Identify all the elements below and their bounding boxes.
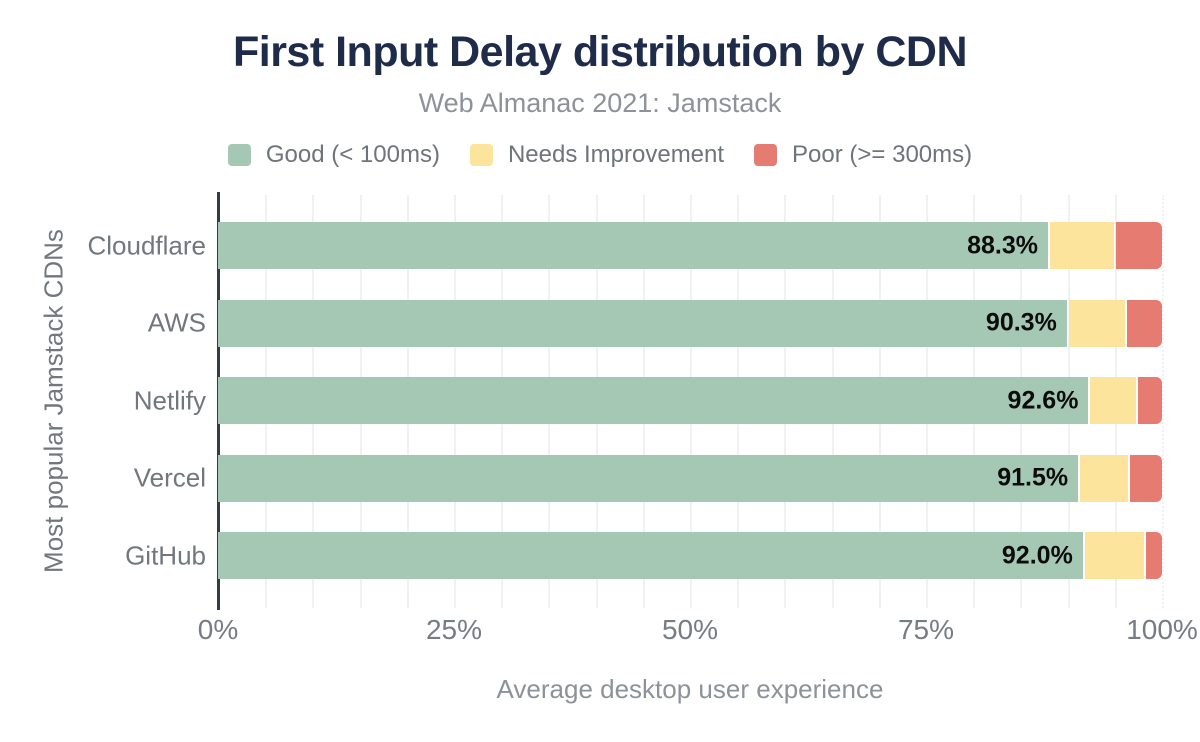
bar-segment (1127, 299, 1162, 347)
bar-value-label: 91.5% (997, 463, 1069, 492)
bar-segment: 91.5% (218, 454, 1079, 502)
category-label-netlify: Netlify (133, 385, 206, 415)
bar-row-netlify: 92.6% (218, 377, 1162, 424)
bar-segment (1146, 532, 1162, 579)
bar-row-aws: 90.3% (218, 299, 1162, 347)
category-label-aws: AWS (147, 307, 206, 338)
legend-label-poor: Poor (>= 300ms) (792, 141, 973, 168)
bar-segment: 92.0% (218, 532, 1083, 579)
bar-row-cloudflare: 88.3% (218, 222, 1162, 269)
bar-value-label: 88.3% (967, 231, 1039, 259)
bar-segment (1137, 377, 1162, 424)
legend-label-needs-improvement: Needs Improvement (507, 141, 725, 168)
bar-segment (1068, 299, 1126, 347)
bar-value-label: 92.0% (1001, 541, 1073, 569)
x-tick-25pct: 25% (425, 614, 483, 645)
bar-segment (1084, 532, 1145, 579)
category-labels: Cloudflare AWS Netlify Vercel GitHub (0, 195, 206, 608)
bar-segment (1080, 454, 1129, 502)
chart-title: First Input Delay distribution by CDN (232, 28, 968, 76)
legend-item-needs-improvement: Needs Improvement (469, 141, 725, 169)
bar-segment (1130, 454, 1162, 502)
bar-value-label: 92.6% (1007, 386, 1079, 414)
legend-label-good: Good (< 100ms) (265, 141, 440, 168)
bar-row-vercel: 91.5% (218, 454, 1162, 502)
bar-value-label: 90.3% (985, 308, 1057, 337)
legend-item-poor: Poor (>= 300ms) (754, 141, 972, 169)
x-tick-labels: 0% 25% 50% 75% 100% (198, 614, 1198, 646)
bar-segment: 88.3% (218, 222, 1049, 269)
gridline (1162, 195, 1164, 608)
legend-swatch-good-icon (227, 144, 251, 166)
chart-subtitle: Web Almanac 2021: Jamstack (418, 88, 782, 118)
legend-swatch-needs-improvement-icon (469, 144, 493, 166)
plot-area: 88.3% 90.3% 92.6% 91.5% 92.0% (217, 192, 1164, 610)
legend: Good (< 100ms) Needs Improvement Poor (>… (0, 141, 1200, 169)
x-tick-50pct: 50% (661, 614, 719, 645)
bar-segment: 90.3% (218, 299, 1067, 347)
bar-segment (1050, 222, 1114, 269)
category-label-vercel: Vercel (133, 462, 206, 493)
bar-segment: 92.6% (218, 377, 1089, 424)
legend-swatch-poor-icon (754, 144, 778, 166)
category-label-github: GitHub (125, 540, 206, 570)
x-tick-100pct: 100% (1126, 614, 1198, 645)
x-axis-title: Average desktop user experience (496, 674, 884, 704)
bar-segment (1090, 377, 1136, 424)
category-label-cloudflare: Cloudflare (87, 230, 206, 260)
x-tick-0pct: 0% (197, 614, 239, 645)
bar-row-github: 92.0% (218, 532, 1162, 579)
legend-item-good: Good (< 100ms) (227, 141, 440, 169)
x-tick-75pct: 75% (897, 614, 955, 645)
bar-segment (1115, 222, 1162, 269)
